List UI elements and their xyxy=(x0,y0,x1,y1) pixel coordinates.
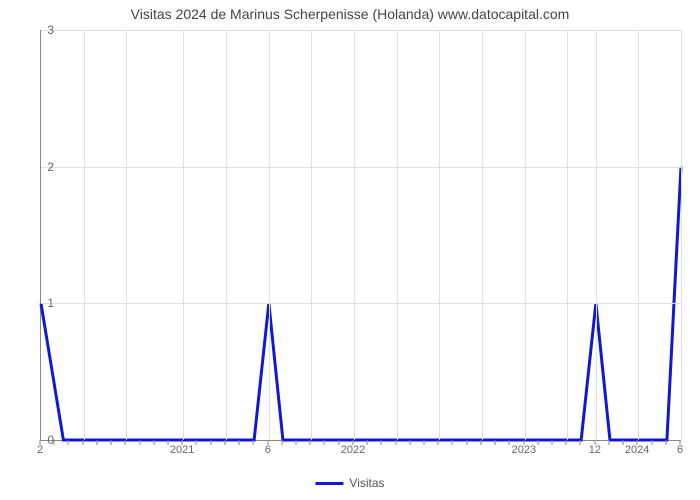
x-tick-mark xyxy=(608,440,609,445)
x-tick-mark xyxy=(438,440,439,445)
grid-line-vertical xyxy=(126,30,127,440)
x-tick-label: 6 xyxy=(265,444,271,456)
x-tick-mark xyxy=(196,440,197,445)
x-tick-mark xyxy=(40,440,41,445)
x-tick-mark xyxy=(395,440,396,445)
x-tick-mark xyxy=(665,440,666,445)
x-tick-mark xyxy=(125,440,126,445)
grid-line-vertical xyxy=(638,30,639,440)
x-tick-label: 6 xyxy=(677,444,683,456)
x-tick-label: 2022 xyxy=(341,444,365,456)
x-tick-label: 2021 xyxy=(170,444,194,456)
x-tick-mark xyxy=(338,440,339,445)
y-tick-label: 2 xyxy=(47,160,54,174)
legend-label: Visitas xyxy=(349,476,384,490)
x-tick-label: 2024 xyxy=(625,444,649,456)
x-tick-mark xyxy=(594,440,595,445)
grid-line-vertical xyxy=(354,30,355,440)
x-tick-mark xyxy=(96,440,97,445)
x-tick-mark xyxy=(324,440,325,445)
data-line xyxy=(41,30,681,440)
x-tick-mark xyxy=(566,440,567,445)
x-tick-mark xyxy=(281,440,282,445)
x-tick-mark xyxy=(552,440,553,445)
x-tick-mark xyxy=(495,440,496,445)
x-tick-mark xyxy=(54,440,55,445)
x-tick-mark xyxy=(680,440,681,445)
x-tick-mark xyxy=(267,440,268,445)
y-tick-label: 3 xyxy=(47,23,54,37)
grid-line-vertical xyxy=(226,30,227,440)
x-tick-mark xyxy=(509,440,510,445)
grid-line-horizontal xyxy=(41,303,681,304)
x-tick-mark xyxy=(310,440,311,445)
x-tick-mark xyxy=(580,440,581,445)
legend: Visitas xyxy=(315,476,384,490)
grid-line-vertical xyxy=(482,30,483,440)
x-tick-label: 2 xyxy=(37,444,43,456)
chart-container: Visitas 2024 de Marinus Scherpenisse (Ho… xyxy=(0,0,700,500)
grid-line-vertical xyxy=(681,30,682,440)
x-tick-mark xyxy=(537,440,538,445)
chart-title: Visitas 2024 de Marinus Scherpenisse (Ho… xyxy=(0,0,700,22)
grid-line-vertical xyxy=(311,30,312,440)
y-tick-label: 1 xyxy=(47,296,54,310)
x-tick-mark xyxy=(466,440,467,445)
x-tick-mark xyxy=(210,440,211,445)
x-tick-mark xyxy=(182,440,183,445)
x-tick-mark xyxy=(168,440,169,445)
x-tick-mark xyxy=(651,440,652,445)
x-tick-mark xyxy=(523,440,524,445)
grid-line-vertical xyxy=(397,30,398,440)
x-tick-mark xyxy=(111,440,112,445)
x-tick-mark xyxy=(296,440,297,445)
grid-line-horizontal xyxy=(41,167,681,168)
grid-line-vertical xyxy=(596,30,597,440)
x-tick-mark xyxy=(409,440,410,445)
x-tick-mark xyxy=(381,440,382,445)
x-tick-mark xyxy=(239,440,240,445)
x-tick-mark xyxy=(68,440,69,445)
grid-line-horizontal xyxy=(41,30,681,31)
grid-line-vertical xyxy=(84,30,85,440)
x-tick-mark xyxy=(452,440,453,445)
x-tick-mark xyxy=(253,440,254,445)
x-tick-mark xyxy=(352,440,353,445)
x-tick-mark xyxy=(623,440,624,445)
x-tick-label: 2023 xyxy=(512,444,536,456)
x-tick-mark xyxy=(82,440,83,445)
grid-line-vertical xyxy=(525,30,526,440)
x-tick-mark xyxy=(139,440,140,445)
x-tick-mark xyxy=(480,440,481,445)
grid-line-vertical xyxy=(439,30,440,440)
x-tick-label: 12 xyxy=(589,444,601,456)
x-tick-mark xyxy=(153,440,154,445)
x-tick-mark xyxy=(224,440,225,445)
legend-swatch xyxy=(315,482,343,485)
grid-line-vertical xyxy=(183,30,184,440)
x-tick-mark xyxy=(424,440,425,445)
x-tick-mark xyxy=(367,440,368,445)
x-tick-mark xyxy=(637,440,638,445)
grid-line-vertical xyxy=(269,30,270,440)
grid-line-vertical xyxy=(567,30,568,440)
plot-area xyxy=(40,30,681,441)
